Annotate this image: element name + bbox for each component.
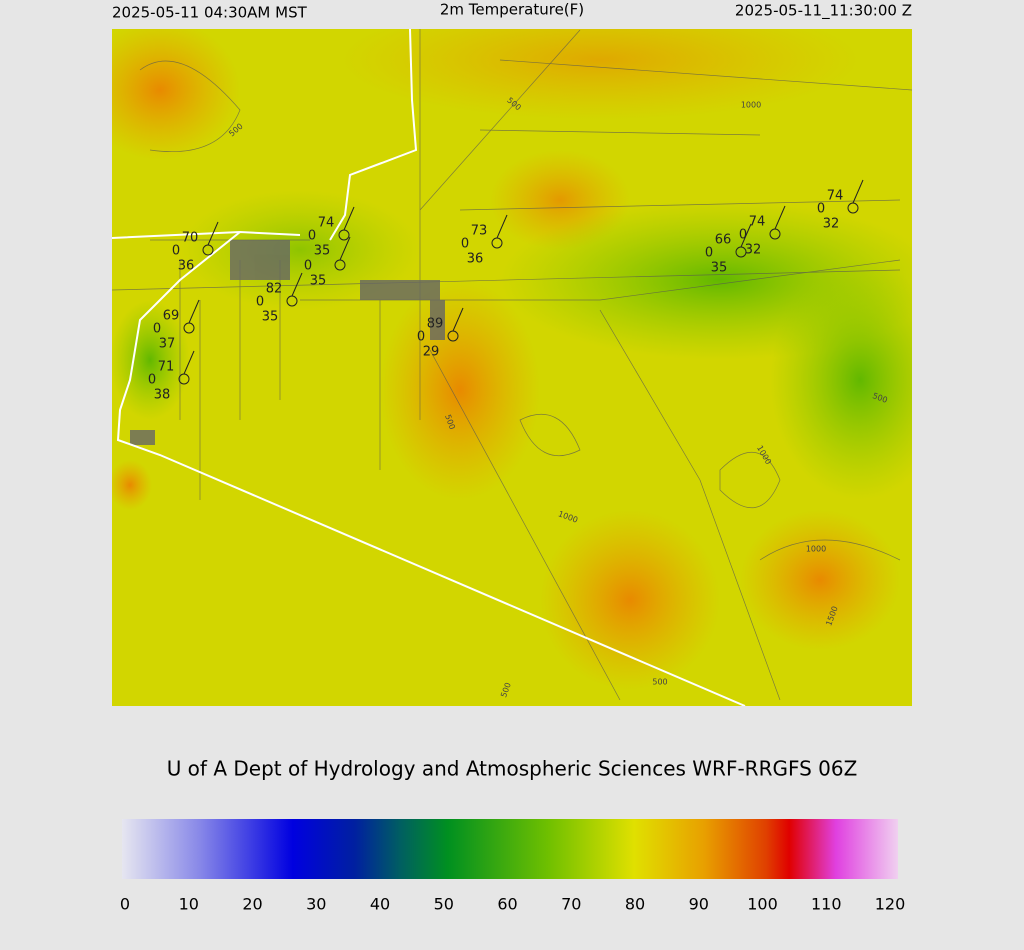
station-temp: 70 (182, 231, 199, 246)
colorbar (122, 819, 898, 879)
header-left: 2025-05-11 04:30AM MST (112, 4, 308, 22)
station-temp: 74 (318, 216, 335, 231)
station-value: 0 (172, 244, 180, 259)
wind-barb (291, 272, 303, 297)
station-dew: 29 (423, 345, 440, 360)
station-value: 0 (256, 295, 264, 310)
station-dew: 35 (711, 261, 728, 276)
wind-barb (774, 205, 786, 230)
colorbar-tick-label: 80 (625, 895, 645, 914)
colorbar-tick-label: 20 (242, 895, 262, 914)
station-value: 0 (705, 246, 713, 261)
wind-barb (452, 307, 464, 332)
header-title: 2m Temperature(F) (440, 1, 584, 19)
wind-barb (207, 221, 219, 246)
colorbar-tick-label: 0 (120, 895, 130, 914)
station-value: 0 (304, 259, 312, 274)
colorbar-tick-label: 100 (747, 895, 778, 914)
station-dew: 36 (178, 259, 195, 274)
station-dew: 35 (310, 274, 327, 289)
station-value: 0 (308, 229, 316, 244)
wind-barb (343, 206, 355, 231)
station-temp: 73 (471, 224, 488, 239)
station-value: 0 (148, 373, 156, 388)
station-dew: 38 (154, 388, 171, 403)
station-value: 0 (417, 330, 425, 345)
station-value: 0 (153, 322, 161, 337)
credit: U of A Dept of Hydrology and Atmospheric… (167, 757, 858, 781)
wind-barb (496, 214, 508, 239)
station-value: 0 (817, 202, 825, 217)
colorbar-tick-label: 60 (497, 895, 517, 914)
station-dew: 35 (314, 244, 331, 259)
colorbar-tick-label: 120 (875, 895, 906, 914)
station-temp: 82 (266, 282, 283, 297)
header-right: 2025-05-11_11:30:00 Z (735, 2, 912, 21)
colorbar-tick-label: 30 (306, 895, 326, 914)
station-dew: 32 (823, 217, 840, 232)
wind-barb (188, 299, 200, 324)
station-dew: 35 (262, 310, 279, 325)
station-temp: 69 (163, 309, 180, 324)
colorbar-tick-label: 40 (370, 895, 390, 914)
wind-barb (183, 350, 195, 375)
contour-label: 1000 (806, 545, 826, 554)
station-temp: 71 (158, 360, 175, 375)
station-temp: 74 (749, 215, 766, 230)
colorbar-tick-label: 10 (179, 895, 199, 914)
station-temp: 74 (827, 189, 844, 204)
wind-barb (852, 179, 864, 204)
map-field (112, 29, 912, 706)
contour-label: 1000 (741, 101, 761, 110)
station-temp: 89 (427, 317, 444, 332)
colorbar-tick-label: 110 (811, 895, 842, 914)
station-value: 0 (739, 228, 747, 243)
station-dew: 32 (745, 243, 762, 258)
station-dew: 36 (467, 252, 484, 267)
wind-barb (339, 236, 351, 261)
station-temp: 66 (715, 233, 732, 248)
station-value: 0 (461, 237, 469, 252)
colorbar-tick-label: 70 (561, 895, 581, 914)
wind-barb (740, 223, 752, 248)
colorbar-tick-label: 50 (434, 895, 454, 914)
colorbar-tick-label: 90 (689, 895, 709, 914)
contour-label: 500 (652, 678, 667, 687)
station-dew: 37 (159, 337, 176, 352)
